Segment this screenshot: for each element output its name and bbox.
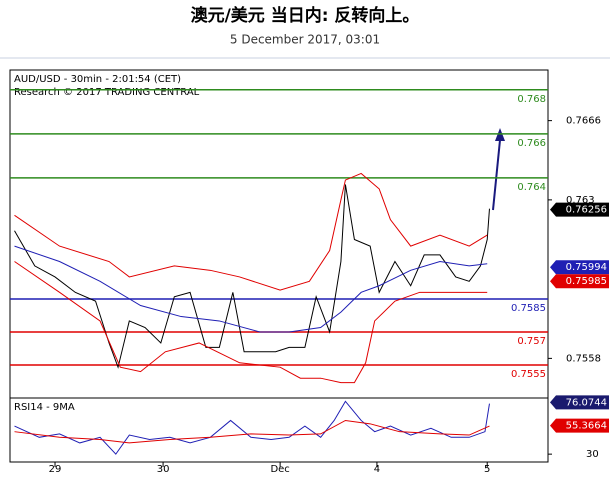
price-line bbox=[14, 245, 488, 333]
price-tag-label: 0.75994 bbox=[566, 262, 607, 273]
rsi-line bbox=[14, 400, 490, 455]
rsi-tick-label: 30 bbox=[586, 449, 599, 460]
y-tick-label: 0.7666 bbox=[566, 116, 601, 127]
subtitle: 5 December 2017, 03:01 bbox=[230, 33, 380, 47]
rsi-line bbox=[14, 419, 490, 444]
price-tag-label: 76.0744 bbox=[566, 397, 607, 408]
price-tag bbox=[550, 260, 609, 275]
price-line bbox=[14, 184, 490, 369]
forecast-arrow bbox=[492, 139, 501, 211]
y-tick-label: 0.763 bbox=[566, 195, 595, 206]
rsi-label: RSI14 - 9MA bbox=[14, 402, 75, 413]
x-tick-label: 29 bbox=[49, 464, 62, 475]
price-tag-label: 0.75985 bbox=[566, 276, 607, 287]
x-tick-label: Dec bbox=[270, 464, 289, 475]
x-tick-label: 30 bbox=[157, 464, 170, 475]
frame bbox=[9, 69, 549, 463]
level-label: 0.764 bbox=[517, 182, 546, 193]
x-tick-label: 5 bbox=[484, 464, 490, 475]
price-tag bbox=[550, 274, 609, 289]
price-tag-label: 0.76256 bbox=[566, 205, 607, 216]
source: Research © 2017 TRADING CENTRAL bbox=[14, 87, 200, 98]
price-tag bbox=[550, 202, 609, 217]
title: 澳元/美元 当日内: 反转向上。 bbox=[191, 5, 420, 26]
level-label: 0.768 bbox=[517, 94, 546, 105]
level-label: 0.766 bbox=[517, 138, 546, 149]
price-line bbox=[14, 261, 488, 384]
instrument: AUD/USD - 30min - 2:01:54 (CET) bbox=[14, 74, 181, 85]
x-tick-label: 4 bbox=[374, 464, 380, 475]
price-tag bbox=[550, 395, 609, 410]
price-line bbox=[14, 172, 488, 291]
level-label: 0.7585 bbox=[511, 303, 546, 314]
price-tag-label: 55.3664 bbox=[566, 421, 607, 432]
level-label: 0.7555 bbox=[511, 369, 546, 380]
y-tick-label: 0.7558 bbox=[566, 353, 601, 364]
price-tag bbox=[550, 418, 609, 433]
level-label: 0.757 bbox=[517, 336, 546, 347]
